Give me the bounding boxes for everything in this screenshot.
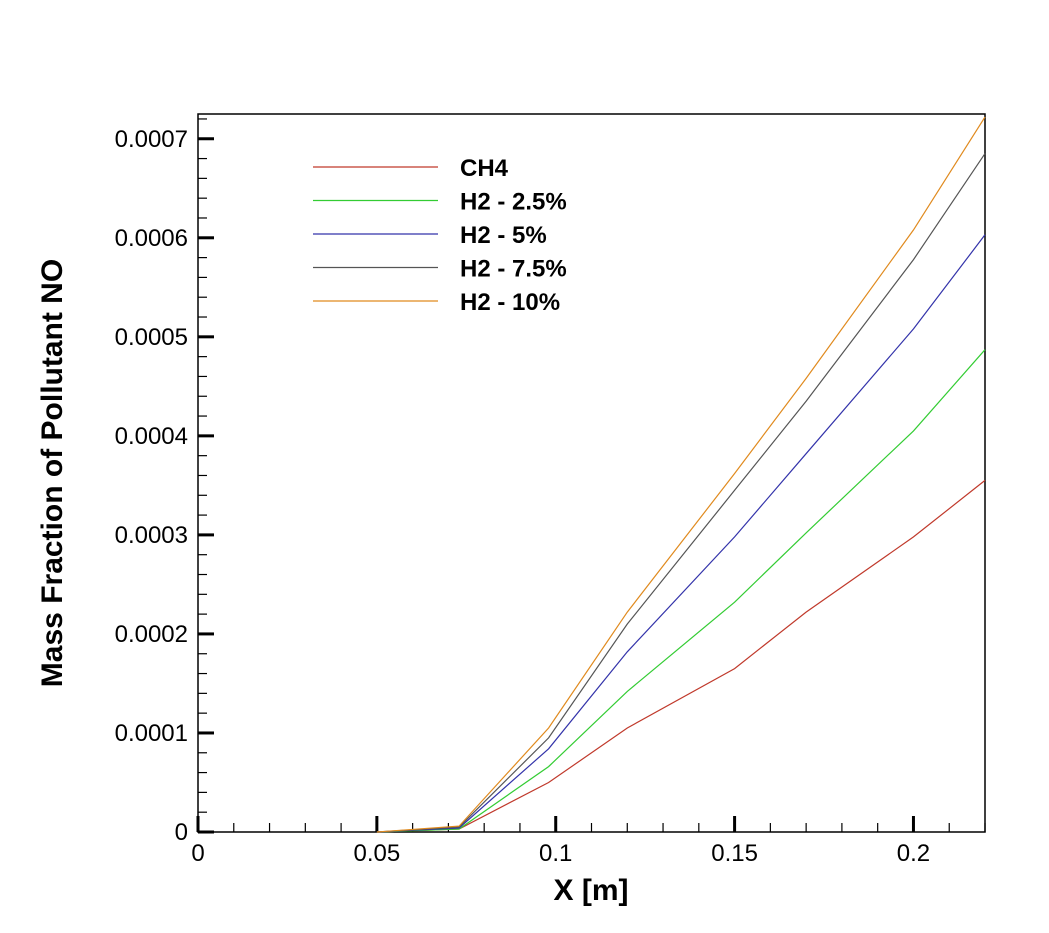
y-tick-label: 0.0006 [115,225,188,252]
series-lines [376,116,986,833]
y-tick-label: 0.0001 [115,720,188,747]
x-axis-ticks: 0 0.05 0.1 0.15 0.2 [191,816,986,867]
x-tick-label: 0.15 [711,840,758,867]
series-line [376,116,986,833]
x-tick-label: 0.05 [354,840,401,867]
series-line [376,234,986,833]
x-tick-label: 0 [191,840,204,867]
plot-frame [197,113,986,833]
y-tick-label: 0.0007 [115,126,188,153]
x-tick-label: 0.1 [539,840,572,867]
legend: CH4 H2 - 2.5% H2 - 5% H2 - 7.5% H2 - 10% [313,155,567,316]
legend-label: H2 - 5% [460,222,547,249]
legend-label: H2 - 10% [460,289,560,316]
y-tick-label: 0 [175,819,188,846]
series-line [376,349,986,833]
y-tick-label: 0.0004 [115,423,188,450]
series-line [376,479,986,833]
x-axis-title: X [m] [554,874,629,907]
y-tick-label: 0.0003 [115,522,188,549]
series-line [376,153,986,833]
y-axis-title: Mass Fraction of Pollutant NO [36,259,69,687]
y-tick-label: 0.0005 [115,324,188,351]
legend-label: H2 - 7.5% [460,256,567,283]
legend-label: H2 - 2.5% [460,189,567,216]
y-axis-ticks: 0 0.0001 0.0002 0.0003 0.0004 0.0005 0.0006 0.0… [115,118,214,846]
x-tick-label: 0.2 [897,840,930,867]
y-tick-label: 0.0002 [115,621,188,648]
legend-label: CH4 [460,155,509,182]
